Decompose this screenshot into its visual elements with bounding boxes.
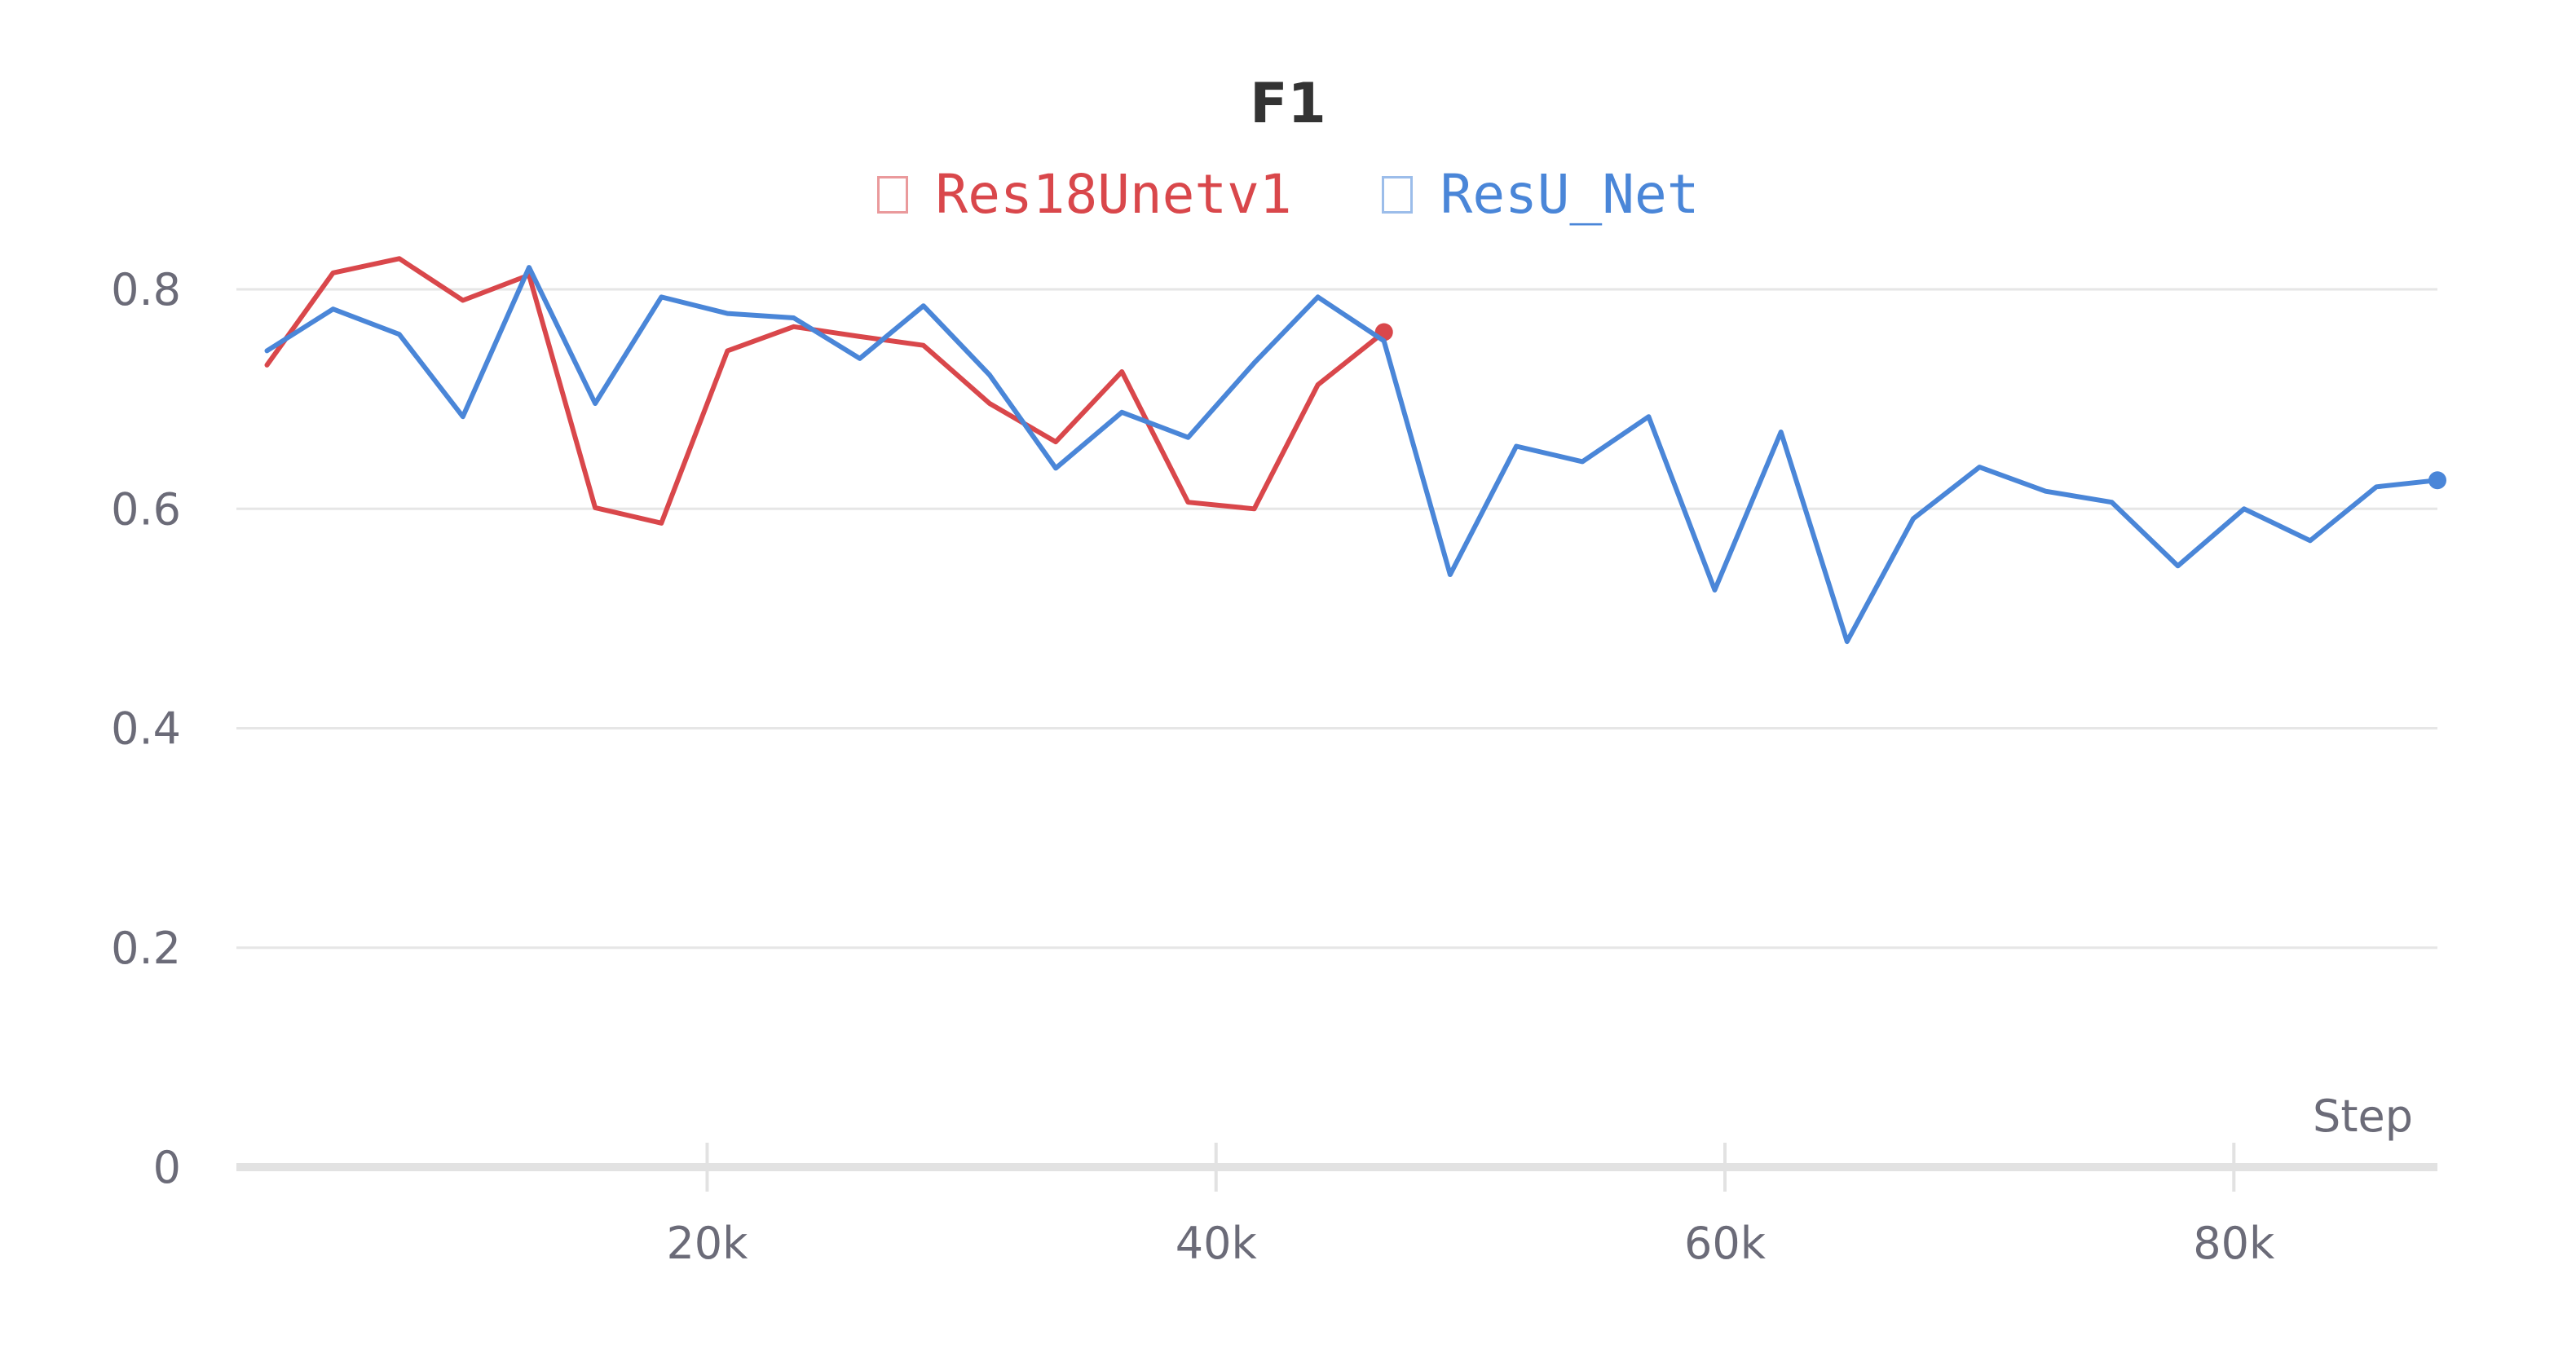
series-endpoint-resu-net xyxy=(2428,471,2446,490)
y-tick-label: 0 xyxy=(153,1142,181,1193)
y-tick-label: 0.4 xyxy=(111,703,181,755)
chart-title: F1 xyxy=(1250,72,1326,136)
legend-swatch-resu-net xyxy=(1381,175,1413,214)
y-tick-label: 0.8 xyxy=(111,264,181,315)
legend-item-resu-net[interactable]: ResU_Net xyxy=(1381,163,1700,226)
axes: 0 0.2 0.4 0.6 0.8 20k 40k 60k 80k xyxy=(111,264,2437,1269)
legend-label-resu-net: ResU_Net xyxy=(1440,163,1700,226)
legend-swatch-res18unetv1 xyxy=(876,175,908,214)
x-axis-label: Step xyxy=(2313,1091,2413,1142)
x-tick-label: 40k xyxy=(1176,1218,1258,1269)
y-tick-label: 0.2 xyxy=(111,923,181,974)
series-line-resu-net xyxy=(264,265,2440,645)
y-tick-label: 0.6 xyxy=(111,483,181,535)
x-tick-label: 80k xyxy=(2193,1218,2275,1269)
x-tick-label: 60k xyxy=(1684,1218,1767,1269)
series-lines xyxy=(264,256,2446,645)
legend: Res18Unetv1 ResU_Net xyxy=(0,163,2576,226)
gridlines xyxy=(236,288,2437,950)
legend-item-res18unetv1[interactable]: Res18Unetv1 xyxy=(876,163,1292,226)
x-tick-label: 20k xyxy=(666,1218,748,1269)
legend-label-res18unetv1: Res18Unetv1 xyxy=(935,163,1292,226)
series-line-res18unetv1 xyxy=(264,256,1387,526)
